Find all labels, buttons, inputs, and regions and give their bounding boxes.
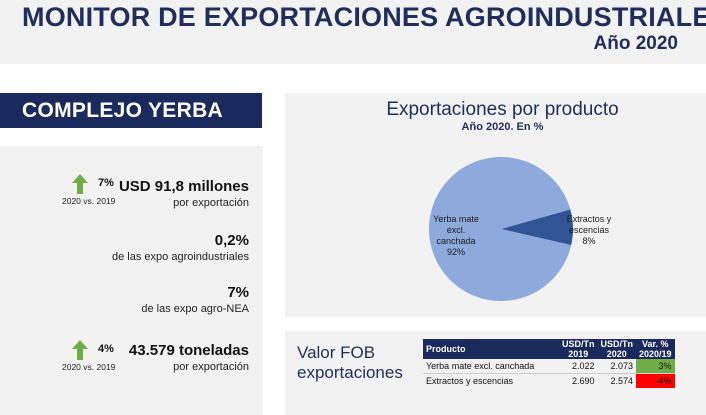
slice-label-extractos-line-1: Extractos y [566,214,612,224]
stat-share-agro: 0,2% de las expo agroindustriales [112,232,249,263]
slice-label-yerba-line-2: excl. [446,225,466,235]
complejo-label: COMPLEJO YERBA [0,93,262,128]
header-2019: USD/Tn 2019 [559,339,598,359]
stat-share-nea: 7% de las expo agro-NEA [141,284,249,315]
header-2020: USD/Tn 2020 [597,339,636,359]
header-banner: MONITOR DE EXPORTACIONES AGROINDUSTRIALE… [0,0,706,64]
table-row: Extractos y escencias 2.690 2.574 -4% [423,373,675,388]
tons-change-period: 2020 vs. 2019 [62,362,116,372]
fob-title-line-2: exportaciones [297,363,403,382]
pie-chart [429,156,573,301]
row-2019: 2.690 [571,376,595,386]
tons-change-indicator: 4% 2020 vs. 2019 [62,340,122,374]
row-var-badge: 3% [636,359,675,374]
arrow-up-icon [72,174,88,194]
header-2020-line-1: USD/Tn [600,339,634,349]
pie-chart-panel: Exportaciones por producto Año 2020. En … [285,93,706,317]
pie-slice-yerba [429,156,572,301]
chart-subtitle: Año 2020. En % [461,121,544,133]
header-2020-line-2: 2020 [606,349,627,359]
header-product: Producto [423,339,559,359]
slice-label-yerba-line-3: canchada [436,236,476,246]
stat-tons: 43.579 toneladas por exportación [129,342,249,373]
usd-change-indicator: 7% 2020 vs. 2019 [62,174,122,208]
fob-title: Valor FOB exportaciones [297,343,403,383]
slice-label-yerba-line-1: Yerba mate [433,214,479,224]
row-product: Extractos y escencias [426,376,514,386]
stat-share-nea-label: de las expo agro-NEA [141,303,249,315]
fob-table-header: Producto USD/Tn 2019 USD/Tn 2020 Var. % … [423,339,675,359]
usd-change-period: 2020 vs. 2019 [62,196,116,206]
pie-slice-extractos [501,209,573,246]
header-2019-line-2: 2019 [568,349,589,359]
stat-share-agro-value: 0,2% [214,232,249,249]
stat-usd-label: por exportación [173,197,249,209]
fob-table: Producto USD/Tn 2019 USD/Tn 2020 Var. % … [423,339,675,388]
header-var-line-2: 2020/19 [639,349,672,359]
row-2019: 2.022 [559,359,598,374]
slice-label-extractos: Extractos y escencias 8% [559,214,619,247]
fob-panel: Valor FOB exportaciones Producto USD/Tn … [285,331,706,415]
header-var-line-1: Var. % [642,339,669,349]
stat-tons-value: 43.579 toneladas [128,342,249,359]
tons-change-pct: 4% [98,343,114,355]
slice-label-yerba-value: 92% [446,247,465,257]
row-product: Yerba mate excl. canchada [423,359,559,374]
slice-label-yerba: Yerba mate excl. canchada 92% [421,214,491,258]
stat-usd-value: USD 91,8 millones [118,178,249,195]
chart-title: Exportaciones por producto [386,99,619,120]
row-2020: 2.574 [610,376,633,386]
slice-label-extractos-line-2: escencias [568,225,610,235]
table-row: Yerba mate excl. canchada 2.022 2.073 3% [423,359,675,374]
arrow-up-icon [72,340,88,360]
stat-usd: USD 91,8 millones por exportación [119,178,249,209]
page-subtitle-year: Año 2020 [593,33,678,54]
header-2019-line-1: USD/Tn [562,339,595,349]
row-var-badge: -4% [636,373,675,388]
stat-share-nea-value: 7% [227,284,249,301]
page-title: MONITOR DE EXPORTACIONES AGROINDUSTRIALE… [22,2,706,32]
stats-panel: 7% 2020 vs. 2019 USD 91,8 millones por e… [0,146,263,415]
stat-share-agro-label: de las expo agroindustriales [112,251,249,263]
usd-change-pct: 7% [98,177,114,189]
stat-tons-label: por exportación [173,361,249,373]
slice-label-extractos-value: 8% [582,236,596,246]
header-var: Var. % 2020/19 [636,339,675,359]
fob-title-line-1: Valor FOB [297,343,376,362]
row-2020: 2.073 [597,359,636,374]
